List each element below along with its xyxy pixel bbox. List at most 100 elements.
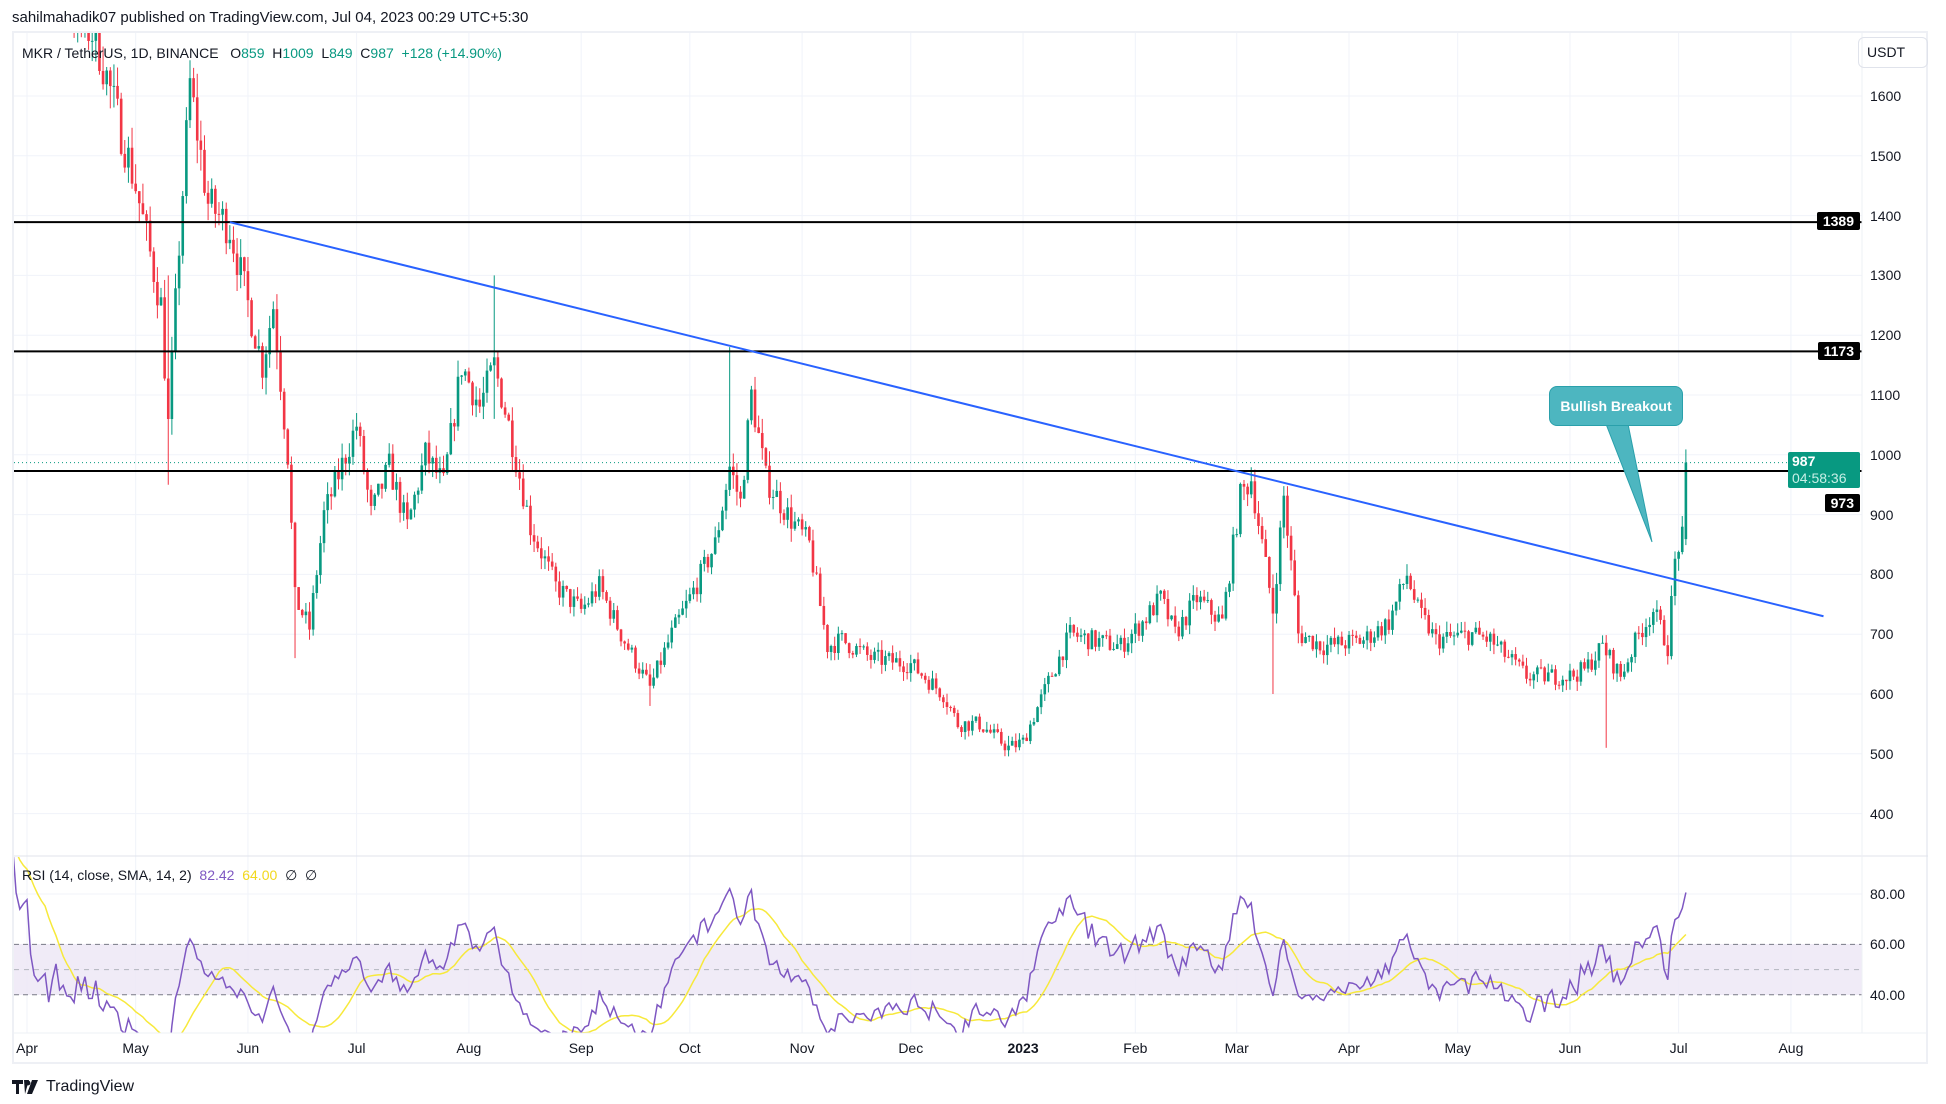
candle-body bbox=[1025, 737, 1028, 742]
candle-body bbox=[474, 399, 478, 406]
candle-body bbox=[1478, 627, 1481, 635]
candle-body bbox=[826, 624, 829, 653]
candle-body bbox=[1557, 684, 1561, 686]
time-tick: Jul bbox=[347, 1040, 366, 1056]
candle-body bbox=[221, 208, 224, 215]
candle-body bbox=[1420, 599, 1423, 608]
candle-body bbox=[1253, 481, 1257, 514]
candle-body bbox=[992, 729, 996, 733]
candle-body bbox=[1351, 634, 1354, 636]
candle-body bbox=[1043, 684, 1047, 695]
candle-body bbox=[818, 573, 822, 606]
rsi-line bbox=[14, 857, 1687, 1033]
time-tick: Apr bbox=[1338, 1040, 1360, 1056]
candle-body bbox=[137, 191, 141, 204]
candle-body bbox=[1481, 634, 1485, 637]
candle-body bbox=[931, 678, 934, 690]
tradingview-logo[interactable]: TradingView bbox=[12, 1078, 134, 1096]
bullish-breakout-callout[interactable]: Bullish Breakout bbox=[1549, 386, 1683, 426]
time-tick: Jul bbox=[1669, 1040, 1688, 1056]
candle-body bbox=[837, 633, 840, 653]
candle-body bbox=[525, 505, 529, 507]
candle-body bbox=[456, 376, 460, 427]
candle-body bbox=[482, 392, 485, 407]
candle-body bbox=[80, 0, 83, 19]
candle-body bbox=[971, 720, 974, 731]
candle-body bbox=[782, 513, 786, 520]
candle-body bbox=[619, 629, 623, 642]
candle-body bbox=[1648, 624, 1651, 628]
candle-body bbox=[797, 519, 800, 522]
candle-body bbox=[1507, 656, 1510, 658]
candle-body bbox=[1402, 583, 1405, 585]
candle-body bbox=[1101, 635, 1105, 639]
open-value: 859 bbox=[241, 45, 265, 61]
candle-body bbox=[1586, 659, 1590, 669]
candle-body bbox=[416, 490, 420, 495]
candle-body bbox=[156, 281, 159, 306]
candle-body bbox=[1550, 669, 1554, 673]
time-tick: Feb bbox=[1123, 1040, 1148, 1056]
candle-body bbox=[626, 643, 630, 650]
candle-body bbox=[847, 643, 851, 654]
candle-body bbox=[1427, 615, 1431, 634]
candle-body bbox=[1003, 743, 1007, 751]
candle-body bbox=[634, 647, 637, 669]
candle-body bbox=[670, 627, 674, 643]
candle-body bbox=[616, 610, 619, 630]
candle-body bbox=[688, 594, 692, 601]
candle-body bbox=[1340, 636, 1344, 646]
candle-body bbox=[1344, 645, 1347, 649]
candle-body bbox=[358, 426, 362, 437]
level-tag-1173: 1173 bbox=[1817, 342, 1860, 360]
candle-body bbox=[804, 527, 808, 530]
candle-body bbox=[282, 391, 286, 430]
candle-body bbox=[384, 464, 387, 489]
candle-body bbox=[1152, 605, 1155, 616]
candle-body bbox=[1514, 654, 1517, 660]
drawings bbox=[14, 221, 1862, 618]
candle-body bbox=[1108, 635, 1112, 650]
candle-body bbox=[1318, 641, 1322, 651]
candle-body bbox=[641, 669, 645, 674]
candle-body bbox=[286, 429, 290, 465]
candle-body bbox=[406, 502, 409, 520]
candle-body bbox=[1684, 462, 1688, 540]
candle-body bbox=[228, 239, 232, 244]
candle-body bbox=[800, 519, 804, 530]
candle-body bbox=[348, 456, 351, 464]
time-tick: Aug bbox=[456, 1040, 482, 1056]
candle-body bbox=[1637, 632, 1641, 634]
candle-body bbox=[1170, 615, 1173, 620]
candle-body bbox=[507, 414, 511, 421]
candle-body bbox=[1257, 513, 1260, 526]
candle-body bbox=[1612, 649, 1615, 674]
candle-body bbox=[1336, 636, 1340, 645]
candle-body bbox=[1036, 707, 1039, 723]
candle-body bbox=[1449, 632, 1452, 636]
candle-body bbox=[529, 505, 532, 536]
candle-body bbox=[934, 678, 938, 689]
symbol-legend[interactable]: MKR / TetherUS, 1D, BINANCE O859 H1009 L… bbox=[22, 45, 502, 61]
candle-body bbox=[565, 585, 568, 590]
candle-body bbox=[84, 2, 87, 20]
candle-body bbox=[1191, 595, 1195, 601]
candle-body bbox=[1068, 624, 1072, 633]
candle-body bbox=[1155, 593, 1159, 616]
rsi-legend[interactable]: RSI (14, close, SMA, 14, 2) 82.42 64.00 … bbox=[22, 867, 317, 884]
candle-body bbox=[1057, 656, 1061, 675]
candle-body bbox=[185, 120, 188, 197]
trendline bbox=[229, 221, 1824, 618]
candle-body bbox=[1662, 619, 1666, 646]
callout-pointer bbox=[1605, 423, 1653, 543]
candle-body bbox=[880, 649, 884, 665]
candle-body bbox=[956, 713, 960, 728]
candle-body bbox=[224, 208, 228, 244]
candle-body bbox=[913, 659, 916, 664]
candle-body bbox=[478, 399, 482, 407]
candle-body bbox=[793, 521, 797, 529]
candle-body bbox=[300, 609, 304, 616]
time-tick: Nov bbox=[789, 1040, 815, 1056]
currency-button[interactable]: USDT bbox=[1858, 37, 1928, 68]
